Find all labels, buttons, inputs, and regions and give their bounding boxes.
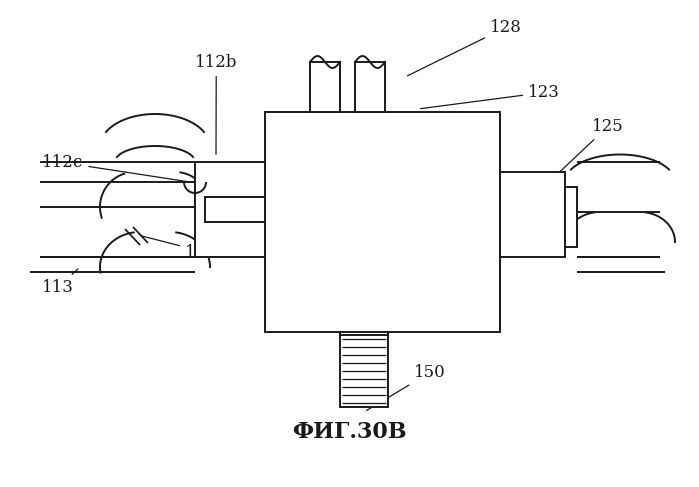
Bar [340,335,388,407]
Text: 150: 150 [366,364,446,411]
Bar [205,197,265,222]
Text: 125: 125 [535,118,624,196]
Text: 112c: 112c [42,154,187,182]
Text: 123: 123 [421,84,560,109]
Text: 112b: 112b [195,54,238,154]
Bar [265,112,500,332]
Bar [195,162,265,257]
Text: 113: 113 [42,269,78,296]
Text: 112d: 112d [140,236,227,261]
Text: ФИГ.30В: ФИГ.30В [291,421,406,443]
Text: 128: 128 [408,19,522,76]
Bar [310,62,340,112]
Bar [565,187,577,247]
Bar [500,172,565,257]
Bar [355,62,385,112]
